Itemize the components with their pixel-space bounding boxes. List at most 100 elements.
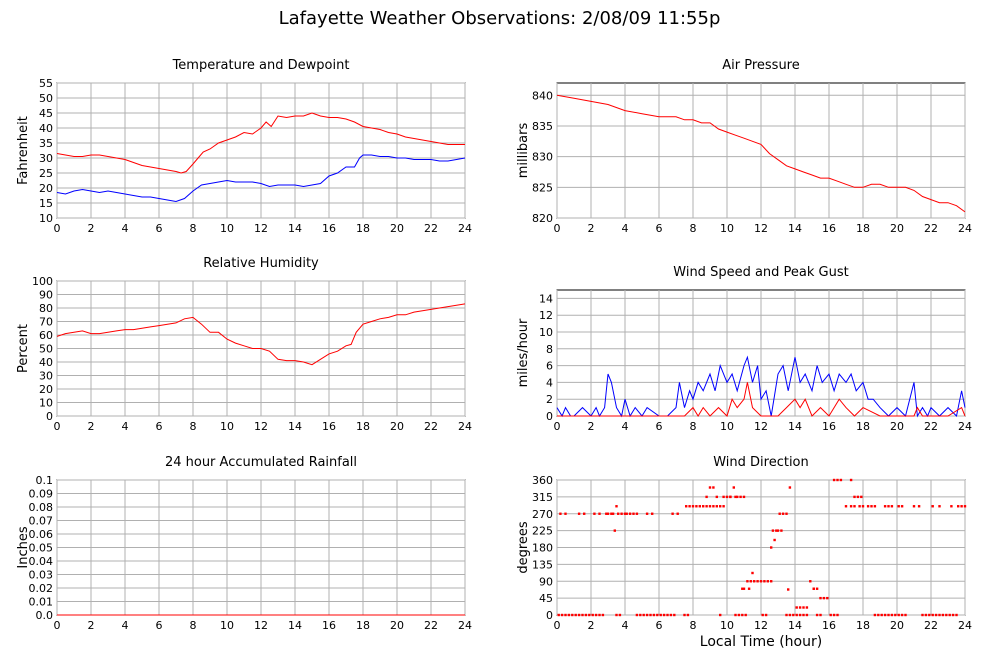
scatter-point — [785, 613, 788, 617]
y-tick-label: 50 — [39, 343, 53, 356]
scatter-point — [746, 580, 749, 583]
y-axis-label: millibars — [516, 123, 531, 179]
y-axis-label: Percent — [16, 324, 31, 373]
scatter-point — [773, 538, 776, 542]
scatter-point — [856, 495, 860, 499]
scatter-point — [557, 613, 560, 617]
x-tick-label: 22 — [924, 619, 938, 632]
x-tick-label: 2 — [88, 619, 95, 632]
x-tick-label: 8 — [690, 222, 697, 235]
scatter-point — [951, 613, 955, 617]
scatter-point — [802, 606, 805, 609]
chart-title: Relative Humidity — [203, 256, 319, 271]
y-tick-label: 10 — [39, 212, 53, 225]
x-tick-label: 18 — [856, 222, 870, 235]
scatter-point — [819, 596, 822, 600]
scatter-point — [950, 505, 953, 508]
scatter-point — [764, 613, 768, 617]
scatter-point — [829, 613, 832, 617]
scatter-point — [686, 613, 690, 617]
x-tick-label: 24 — [958, 222, 972, 235]
scatter-point — [593, 512, 596, 515]
scatter-point — [712, 505, 715, 508]
chart-title: Air Pressure — [722, 58, 800, 73]
x-tick-label: 24 — [458, 619, 472, 632]
x-tick-label: 4 — [622, 619, 629, 632]
chart-title: 24 hour Accumulated Rainfall — [165, 455, 357, 470]
x-tick-label: 18 — [856, 619, 870, 632]
scatter-point — [883, 505, 887, 508]
x-tick-label: 12 — [754, 222, 768, 235]
scatter-point — [805, 606, 809, 609]
x-tick-label: 2 — [88, 420, 95, 433]
y-tick-label: 0.03 — [29, 569, 54, 582]
x-tick-label: 6 — [156, 619, 163, 632]
scatter-point — [873, 505, 877, 508]
scatter-point — [685, 505, 688, 508]
scatter-point — [819, 613, 822, 617]
scatter-point — [564, 613, 567, 617]
scatter-point — [759, 580, 763, 583]
y-tick-label: 0.02 — [29, 582, 54, 595]
scatter-point — [866, 505, 870, 508]
x-tick-label: 12 — [254, 619, 268, 632]
scatter-point — [928, 613, 931, 617]
y-tick-label: 20 — [39, 383, 53, 396]
scatter-point — [577, 512, 581, 515]
series-line-1 — [56, 303, 466, 366]
scatter-point — [883, 613, 887, 617]
scatter-point — [688, 505, 691, 508]
scatter-point — [588, 613, 591, 617]
scatter-point — [577, 613, 581, 617]
x-tick-label: 4 — [122, 619, 129, 632]
scatter-point — [623, 512, 627, 515]
scatter-point — [761, 613, 764, 617]
x-tick-label: 20 — [890, 619, 904, 632]
x-tick-label: 4 — [122, 222, 129, 235]
scatter-point — [705, 495, 708, 499]
x-tick-label: 10 — [220, 619, 234, 632]
scatter-point — [870, 505, 873, 508]
y-tick-label: 90 — [539, 575, 553, 588]
scatter-point — [780, 529, 783, 532]
x-tick-label: 12 — [754, 619, 768, 632]
y-axis-label: miles/hour — [516, 318, 531, 387]
x-tick-label: 22 — [924, 222, 938, 235]
scatter-point — [642, 613, 645, 617]
x-tick-label: 16 — [322, 619, 336, 632]
scatter-point — [945, 613, 948, 617]
y-tick-label: 12 — [539, 309, 553, 322]
y-tick-label: 0 — [546, 410, 553, 423]
x-tick-label: 14 — [788, 420, 802, 433]
x-tick-label: 0 — [54, 420, 61, 433]
scatter-point — [787, 588, 790, 591]
scatter-point — [712, 486, 715, 489]
scatter-point — [656, 613, 659, 617]
y-tick-label: 55 — [39, 77, 53, 90]
x-tick-label: 16 — [822, 222, 836, 235]
scatter-point — [900, 613, 904, 617]
y-tick-label: 8 — [546, 343, 553, 356]
y-tick-label: 270 — [532, 508, 553, 521]
x-tick-label: 2 — [588, 420, 595, 433]
x-tick-label: 8 — [190, 619, 197, 632]
x-tick-label: 16 — [822, 420, 836, 433]
x-tick-label: 16 — [822, 619, 836, 632]
scatter-point — [832, 478, 836, 482]
y-tick-label: 50 — [39, 92, 53, 105]
x-tick-label: 6 — [156, 222, 163, 235]
y-tick-label: 100 — [32, 275, 53, 288]
x-tick-label: 20 — [390, 222, 404, 235]
scatter-point — [594, 613, 598, 617]
scatter-point — [798, 613, 802, 617]
scatter-point — [941, 613, 945, 617]
y-tick-label: 15 — [39, 197, 53, 210]
scatter-point — [598, 512, 601, 515]
scatter-point — [691, 505, 695, 508]
scatter-point — [788, 613, 792, 617]
series-line-2 — [56, 154, 466, 203]
scatter-point — [766, 580, 769, 583]
scatter-point — [931, 613, 934, 617]
x-tick-label: 24 — [958, 420, 972, 433]
